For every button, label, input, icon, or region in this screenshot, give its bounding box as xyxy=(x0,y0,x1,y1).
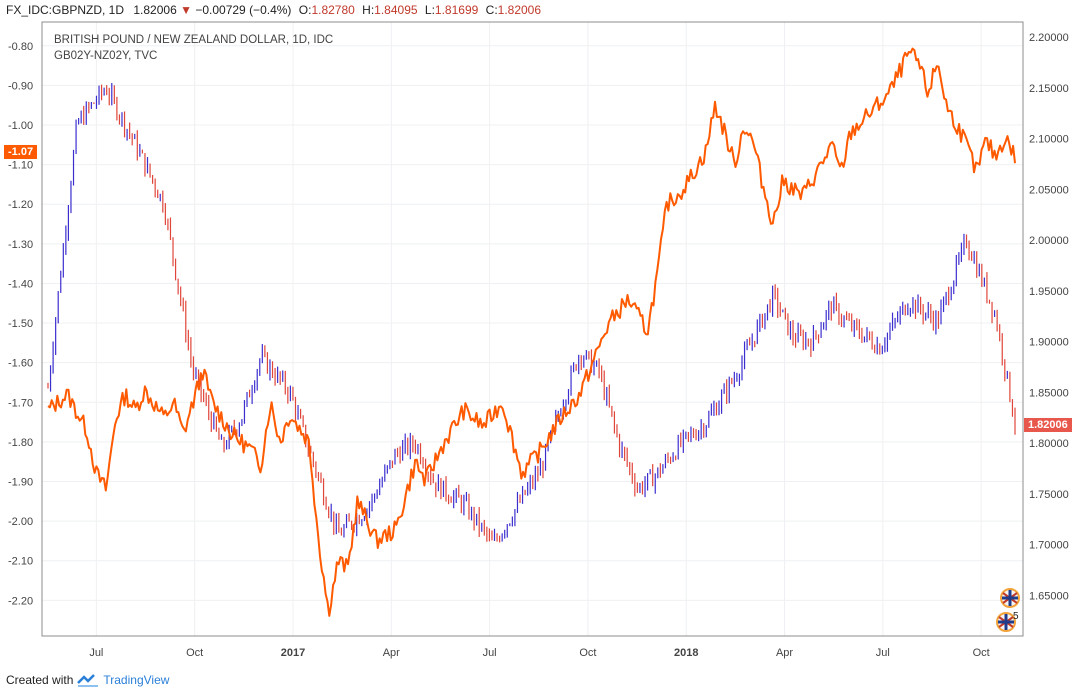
left-tick-label: -1.50 xyxy=(8,318,33,330)
symbol-name[interactable]: FX_IDC:GBPNZD, 1D xyxy=(6,3,125,17)
right-tick-label: 2.20000 xyxy=(1029,32,1069,44)
left-tick-label: -0.90 xyxy=(8,80,33,92)
left-tick-label: -1.10 xyxy=(8,160,33,172)
low-label: L: xyxy=(424,3,435,17)
left-tick-label: -1.80 xyxy=(8,437,33,449)
left-tick-label: -1.70 xyxy=(8,397,33,409)
left-tick-label: -2.20 xyxy=(8,595,33,607)
plot-frame xyxy=(41,21,1024,637)
right-tick-label: 2.10000 xyxy=(1029,134,1069,146)
time-tick-label: 2017 xyxy=(281,647,305,659)
time-tick-label: Jul xyxy=(89,647,103,659)
left-current-value-badge: -1.07 xyxy=(4,145,38,159)
left-tick-label: -1.20 xyxy=(8,199,33,211)
right-tick-label: 1.90000 xyxy=(1029,337,1069,349)
uk-flag-stripe-icon xyxy=(1002,590,1018,606)
right-current-price-badge: 1.82006 xyxy=(1024,418,1072,432)
time-tick-label: Oct xyxy=(973,647,990,659)
right-tick-label: 1.70000 xyxy=(1029,540,1069,552)
left-tick-label: -1.90 xyxy=(8,477,33,489)
time-tick-label: Oct xyxy=(579,647,596,659)
left-axis: -0.80 -0.90 -1.00 -1.10 -1.20 -1.30 -1.40 -1.50… xyxy=(8,41,33,608)
right-tick-label: 1.75000 xyxy=(1029,489,1069,501)
close-label: C: xyxy=(485,3,498,17)
tradingview-logo-icon xyxy=(77,674,99,687)
right-axis: 2.20000 2.15000 2.10000 2.05000 2.00000 1.950… xyxy=(1029,32,1069,602)
grid xyxy=(42,22,1023,636)
left-tick-label: -2.10 xyxy=(8,556,33,568)
time-tick-label: Oct xyxy=(186,647,203,659)
created-with-text: Created with xyxy=(6,673,74,687)
event-count: 5 xyxy=(1013,611,1019,622)
event-badge-uk[interactable] xyxy=(1000,588,1020,608)
price-change: −0.00729 (−0.4%) xyxy=(195,3,292,17)
right-tick-label: 1.80000 xyxy=(1029,438,1069,450)
tradingview-brand[interactable]: TradingView xyxy=(103,673,170,687)
left-tick-label: -1.00 xyxy=(8,120,33,132)
price-bars xyxy=(47,82,1016,543)
right-tick-label: 1.85000 xyxy=(1029,387,1069,399)
time-tick-label: Jul xyxy=(876,647,890,659)
left-tick-label: -2.00 xyxy=(8,516,33,528)
spread-line-layer xyxy=(47,47,1016,617)
close-value: 1.82006 xyxy=(497,3,542,17)
open-label: O: xyxy=(298,3,312,17)
left-tick-label: -1.40 xyxy=(8,278,33,290)
open-value: 1.82780 xyxy=(311,3,355,17)
low-value: 1.81699 xyxy=(434,3,479,17)
uk-flag-stripe-icon xyxy=(998,614,1014,630)
time-tick-label: 2018 xyxy=(674,647,698,659)
right-tick-label: 1.65000 xyxy=(1029,590,1069,602)
right-tick-label: 2.15000 xyxy=(1029,83,1069,95)
time-tick-label: Apr xyxy=(383,647,400,659)
time-axis: Jul Oct 2017 Apr Jul Oct 2018 Apr Jul Oct xyxy=(89,647,989,659)
left-tick-label: -1.30 xyxy=(8,239,33,251)
footer: Created with TradingView xyxy=(6,673,169,687)
high-value: 1.84095 xyxy=(374,3,418,17)
left-tick-label: -1.60 xyxy=(8,358,33,370)
right-tick-label: 2.05000 xyxy=(1029,184,1069,196)
time-tick-label: Apr xyxy=(776,647,793,659)
change-down-icon: ▼ xyxy=(180,3,192,17)
right-tick-label: 2.00000 xyxy=(1029,235,1069,247)
symbol-header: FX_IDC:GBPNZD, 1D 1.82006 ▼ −0.00729 (−0… xyxy=(6,3,541,17)
spread-series-line xyxy=(47,47,1016,617)
last-price: 1.82006 xyxy=(133,3,177,17)
time-tick-label: Jul xyxy=(483,647,497,659)
event-badge-uk-multi[interactable]: 5 xyxy=(996,611,1019,632)
overlay-series-legend[interactable]: GB02Y-NZ02Y, TVC xyxy=(54,50,158,62)
high-label: H: xyxy=(362,3,375,17)
main-series-legend[interactable]: BRITISH POUND / NEW ZEALAND DOLLAR, 1D, … xyxy=(54,34,334,46)
right-tick-label: 1.95000 xyxy=(1029,286,1069,298)
left-tick-label: -0.80 xyxy=(8,41,33,53)
